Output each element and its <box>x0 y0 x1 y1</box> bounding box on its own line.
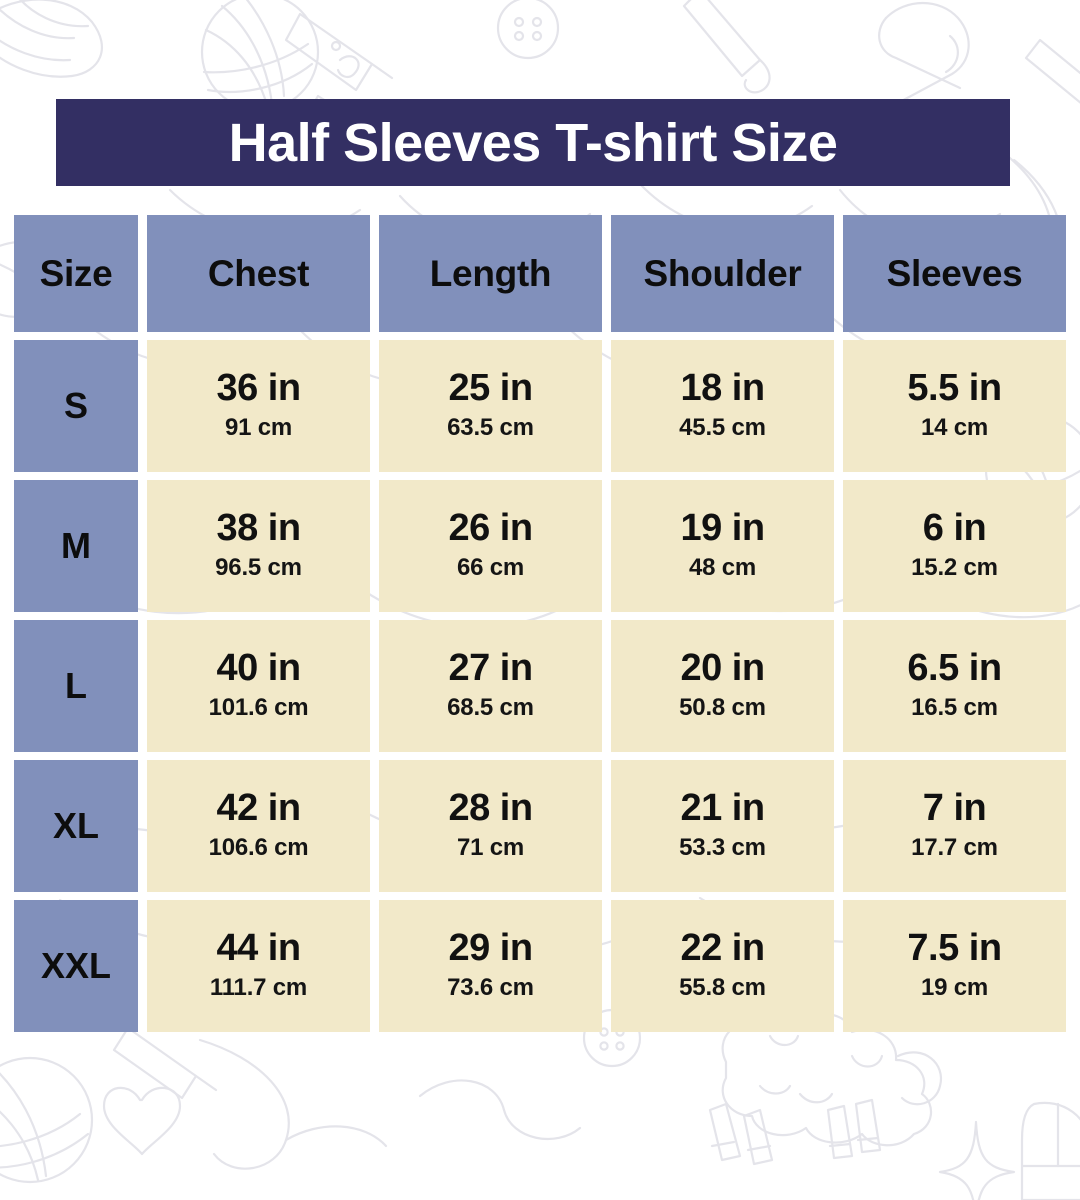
value-centimetres: 14 cm <box>920 413 989 441</box>
value-inches: 44 in <box>216 927 301 970</box>
table-row: L 40 in 101.6 cm 27 in 68.5 cm 20 in 50.… <box>14 620 1066 752</box>
cell-sleeves: 6.5 in 16.5 cm <box>843 620 1066 752</box>
column-header-label: Shoulder <box>643 252 802 294</box>
size-label: L <box>65 665 87 706</box>
row-size-cell: XL <box>14 760 138 892</box>
column-header-chest: Chest <box>147 215 370 332</box>
value-inches: 21 in <box>680 787 765 830</box>
column-header-size: Size <box>14 215 138 332</box>
column-header-label: Chest <box>207 252 310 294</box>
value-inches: 25 in <box>448 367 533 410</box>
cell-chest: 42 in 106.6 cm <box>147 760 370 892</box>
value-inches: 5.5 in <box>907 367 1002 410</box>
value-inches: 38 in <box>216 507 301 550</box>
value-inches: 7.5 in <box>907 927 1002 970</box>
size-label: S <box>63 385 88 426</box>
cell-chest: 40 in 101.6 cm <box>147 620 370 752</box>
column-header-label: Length <box>429 252 552 294</box>
value-inches: 26 in <box>448 507 533 550</box>
value-centimetres: 53.3 cm <box>679 833 766 861</box>
value-centimetres: 96.5 cm <box>215 553 302 581</box>
value-centimetres: 50.8 cm <box>679 693 766 721</box>
cell-shoulder: 20 in 50.8 cm <box>611 620 834 752</box>
cell-sleeves: 5.5 in 14 cm <box>843 340 1066 472</box>
value-inches: 27 in <box>448 647 533 690</box>
value-inches: 20 in <box>680 647 765 690</box>
size-label: XXL <box>40 945 111 986</box>
value-inches: 29 in <box>448 927 533 970</box>
value-centimetres: 63.5 cm <box>447 413 534 441</box>
page-title: Half Sleeves T-shirt Size <box>228 112 838 173</box>
cell-sleeves: 7 in 17.7 cm <box>843 760 1066 892</box>
value-inches: 28 in <box>448 787 533 830</box>
cell-shoulder: 19 in 48 cm <box>611 480 834 612</box>
cell-sleeves: 6 in 15.2 cm <box>843 480 1066 612</box>
value-inches: 6 in <box>922 507 987 550</box>
value-centimetres: 16.5 cm <box>911 693 998 721</box>
table-header-row: Size Chest Length Shoulder Sleeves <box>14 215 1066 332</box>
value-centimetres: 91 cm <box>224 413 293 441</box>
size-chart-table: Size Chest Length Shoulder Sleeves S 36 … <box>14 215 1066 1040</box>
value-centimetres: 48 cm <box>688 553 757 581</box>
cell-chest: 36 in 91 cm <box>147 340 370 472</box>
cell-length: 25 in 63.5 cm <box>379 340 602 472</box>
value-inches: 36 in <box>216 367 301 410</box>
value-inches: 40 in <box>216 647 301 690</box>
title-banner: Half Sleeves T-shirt Size <box>56 99 1010 186</box>
cell-chest: 38 in 96.5 cm <box>147 480 370 612</box>
row-size-cell: M <box>14 480 138 612</box>
value-centimetres: 19 cm <box>920 973 989 1001</box>
cell-length: 29 in 73.6 cm <box>379 900 602 1032</box>
size-label: M <box>61 525 91 566</box>
value-inches: 42 in <box>216 787 301 830</box>
row-size-cell: L <box>14 620 138 752</box>
cell-length: 28 in 71 cm <box>379 760 602 892</box>
row-size-cell: XXL <box>14 900 138 1032</box>
column-header-label: Size <box>39 252 113 294</box>
row-size-cell: S <box>14 340 138 472</box>
value-centimetres: 101.6 cm <box>208 693 309 721</box>
column-header-label: Sleeves <box>886 252 1023 294</box>
value-centimetres: 73.6 cm <box>447 973 534 1001</box>
cell-shoulder: 18 in 45.5 cm <box>611 340 834 472</box>
value-centimetres: 15.2 cm <box>911 553 998 581</box>
value-centimetres: 111.7 cm <box>209 973 308 1001</box>
value-centimetres: 66 cm <box>456 553 525 581</box>
size-label: XL <box>52 805 99 846</box>
cell-sleeves: 7.5 in 19 cm <box>843 900 1066 1032</box>
cell-length: 26 in 66 cm <box>379 480 602 612</box>
table-row: XL 42 in 106.6 cm 28 in 71 cm 21 in 53.3… <box>14 760 1066 892</box>
cell-shoulder: 21 in 53.3 cm <box>611 760 834 892</box>
value-centimetres: 106.6 cm <box>208 833 309 861</box>
value-inches: 6.5 in <box>907 647 1002 690</box>
column-header-length: Length <box>379 215 602 332</box>
value-inches: 19 in <box>680 507 765 550</box>
column-header-shoulder: Shoulder <box>611 215 834 332</box>
value-centimetres: 17.7 cm <box>911 833 998 861</box>
value-inches: 7 in <box>922 787 987 830</box>
value-centimetres: 71 cm <box>456 833 525 861</box>
table-row: S 36 in 91 cm 25 in 63.5 cm 18 in 45.5 c… <box>14 340 1066 472</box>
value-inches: 22 in <box>680 927 765 970</box>
table-row: XXL 44 in 111.7 cm 29 in 73.6 cm 22 in 5… <box>14 900 1066 1032</box>
value-centimetres: 55.8 cm <box>679 973 766 1001</box>
column-header-sleeves: Sleeves <box>843 215 1066 332</box>
cell-chest: 44 in 111.7 cm <box>147 900 370 1032</box>
cell-length: 27 in 68.5 cm <box>379 620 602 752</box>
value-inches: 18 in <box>680 367 765 410</box>
value-centimetres: 68.5 cm <box>447 693 534 721</box>
table-row: M 38 in 96.5 cm 26 in 66 cm 19 in 48 cm … <box>14 480 1066 612</box>
cell-shoulder: 22 in 55.8 cm <box>611 900 834 1032</box>
value-centimetres: 45.5 cm <box>679 413 766 441</box>
